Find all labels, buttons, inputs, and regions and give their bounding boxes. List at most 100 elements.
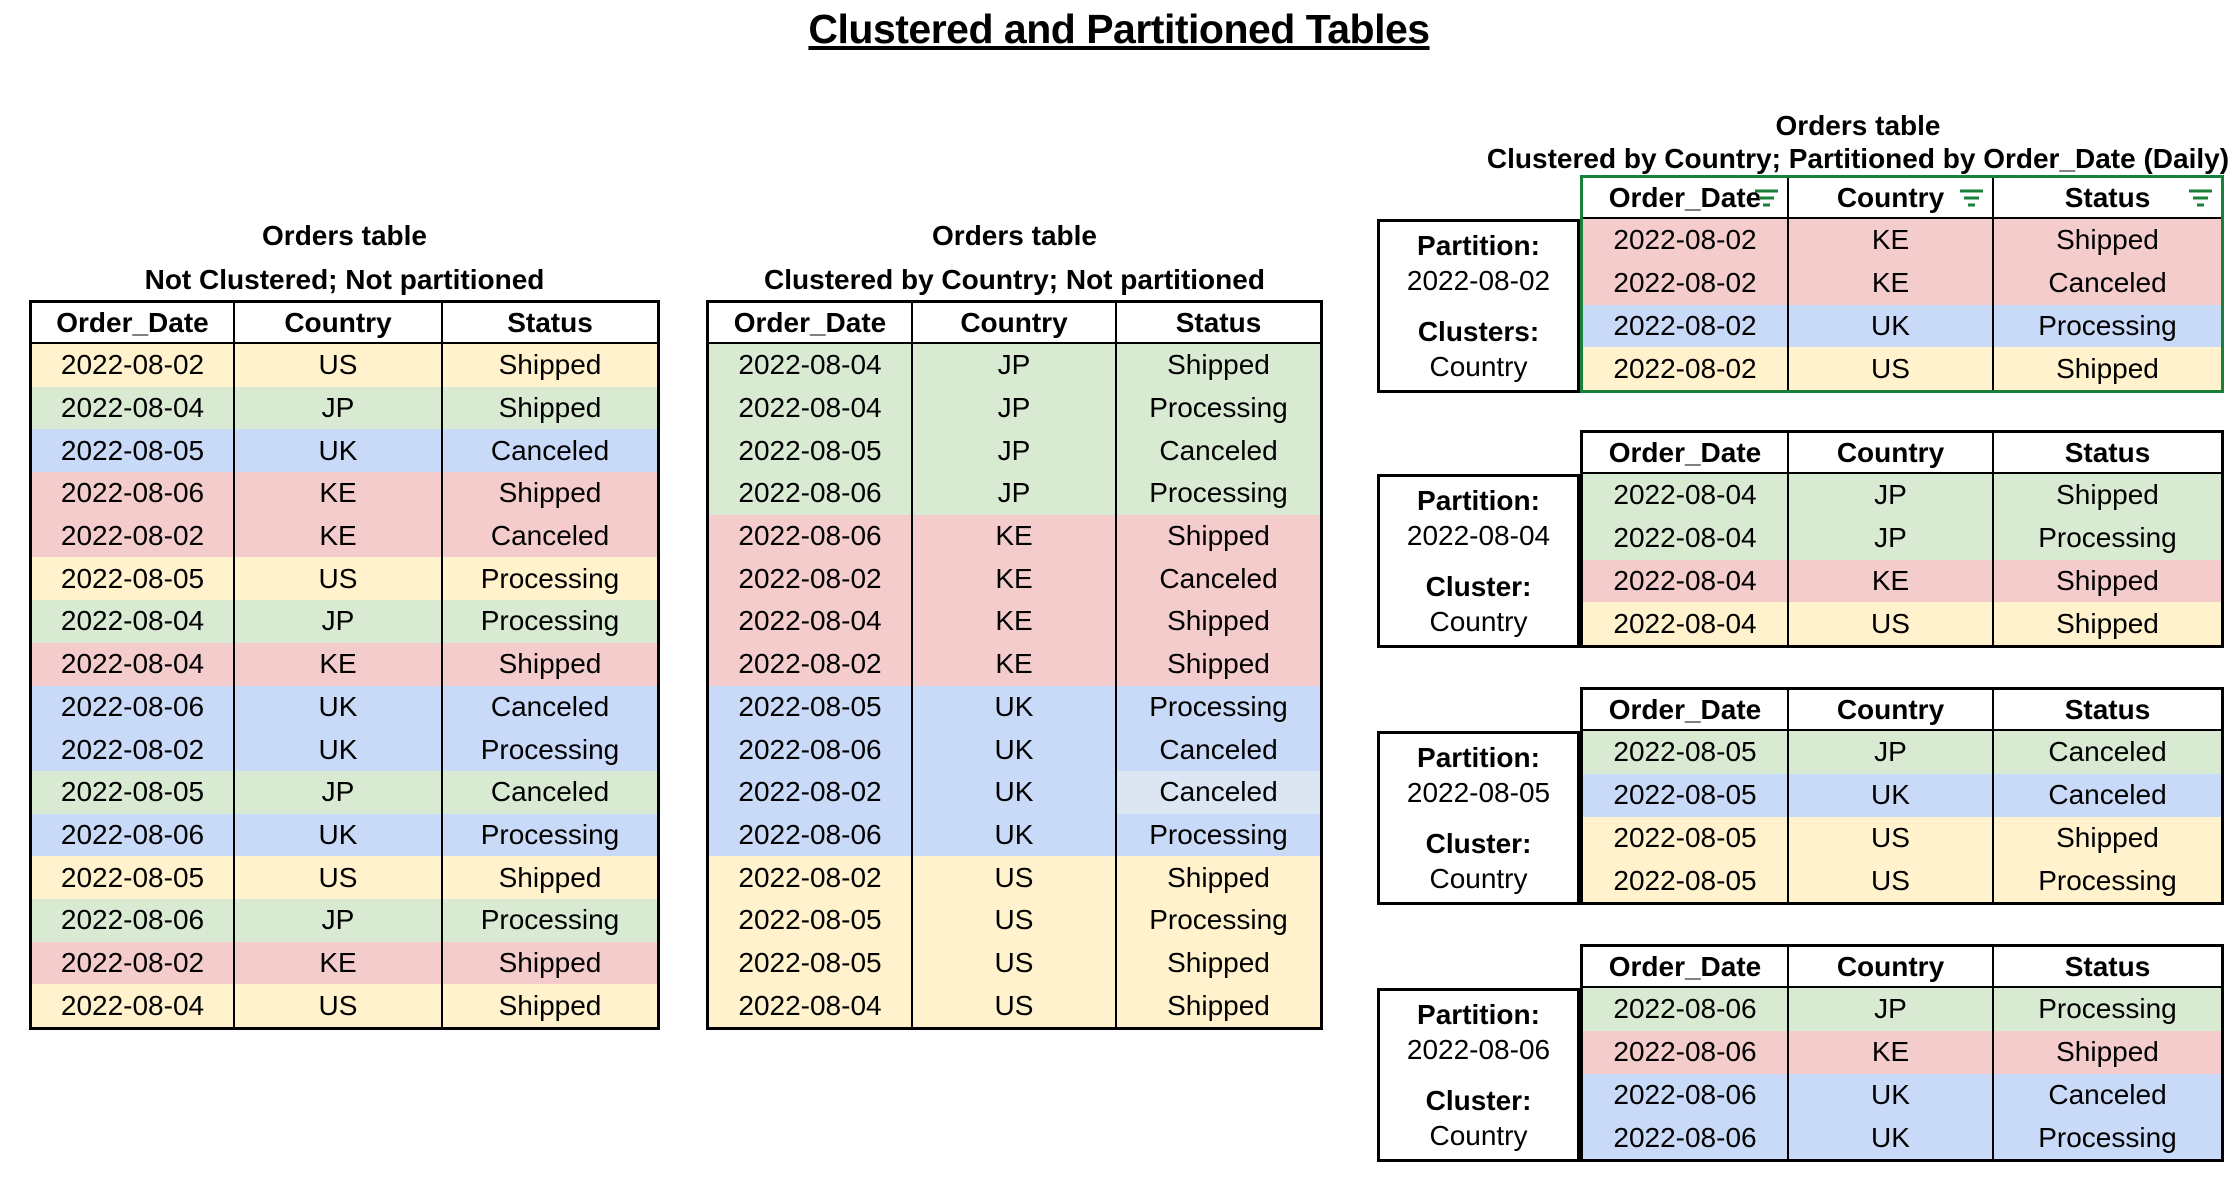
column-header-label: Order_Date bbox=[1608, 950, 1762, 982]
table-cell: 2022-08-06 bbox=[1583, 1030, 1787, 1074]
table-cell: Canceled bbox=[441, 685, 657, 729]
table-cell: US bbox=[911, 984, 1115, 1027]
table-cell: Shipped bbox=[441, 642, 657, 686]
table-cell: 2022-08-02 bbox=[1583, 347, 1787, 391]
partition-value: 2022-08-04 bbox=[1406, 520, 1551, 551]
table-cell: 2022-08-05 bbox=[32, 770, 233, 814]
table-cell: UK bbox=[911, 728, 1115, 771]
table-cell: Canceled bbox=[1992, 773, 2221, 817]
table-cell: Processing bbox=[1992, 304, 2221, 348]
filter-icon[interactable] bbox=[1755, 189, 1778, 206]
column-header-label: Country bbox=[1836, 181, 1945, 213]
table-cell: JP bbox=[911, 344, 1115, 387]
table-cell: Shipped bbox=[1115, 984, 1320, 1027]
filter-icon[interactable] bbox=[2189, 189, 2212, 206]
table-cell: 2022-08-05 bbox=[1583, 859, 1787, 903]
table-cell: JP bbox=[1787, 988, 1992, 1031]
column-header-label: Country bbox=[1836, 436, 1945, 468]
table-cell: 2022-08-02 bbox=[709, 642, 911, 686]
table-cell: Shipped bbox=[441, 344, 657, 387]
partition-info: Partition: 2022-08-02 bbox=[1382, 228, 1575, 298]
table-cell: 2022-08-04 bbox=[709, 600, 911, 643]
partition-label: Partition: bbox=[1417, 485, 1540, 516]
table-cell: KE bbox=[911, 514, 1115, 558]
cluster-value: Country bbox=[1429, 606, 1528, 637]
cluster-info: Clusters: Country bbox=[1382, 314, 1575, 384]
column-header: Status bbox=[1992, 947, 2221, 988]
orders-table-clustered: Order_Date Country Status 2022-08-04 JP Shipp… bbox=[706, 300, 1323, 1030]
table-cell: 2022-08-02 bbox=[32, 941, 233, 985]
table-cell: 2022-08-04 bbox=[709, 344, 911, 387]
table-cell: Shipped bbox=[1992, 602, 2221, 646]
table-cell: Processing bbox=[1992, 516, 2221, 560]
column-header: Country bbox=[1787, 433, 1992, 474]
table-cell: Canceled bbox=[1992, 261, 2221, 305]
table-cell: Shipped bbox=[1992, 347, 2221, 391]
table-cell: 2022-08-02 bbox=[1583, 304, 1787, 348]
table-cell: 2022-08-02 bbox=[32, 344, 233, 387]
table-cell: 2022-08-02 bbox=[1583, 261, 1787, 305]
column-header: Country bbox=[1787, 178, 1992, 219]
left-table-title: Orders table bbox=[262, 220, 427, 251]
table-cell: US bbox=[233, 557, 441, 601]
table-cell: Canceled bbox=[441, 770, 657, 814]
table-cell: Processing bbox=[1992, 1116, 2221, 1160]
filter-icon-bar bbox=[2193, 196, 2208, 199]
table-cell: Shipped bbox=[441, 941, 657, 985]
table-cell: Shipped bbox=[441, 472, 657, 515]
table-cell: 2022-08-06 bbox=[1583, 1073, 1787, 1117]
table-cell: JP bbox=[233, 898, 441, 942]
table-cell: UK bbox=[1787, 304, 1992, 348]
table-cell: US bbox=[1787, 602, 1992, 646]
column-header-label: Country bbox=[284, 306, 392, 338]
table-cell: 2022-08-05 bbox=[1583, 731, 1787, 774]
partition-label-box-2022-08-04: Partition: 2022-08-04 Cluster: Country bbox=[1377, 474, 1580, 648]
table-cell: 2022-08-05 bbox=[709, 898, 911, 942]
filter-icon-bar bbox=[1763, 203, 1770, 206]
column-header: Order_Date bbox=[1583, 947, 1787, 988]
column-header-label: Order_Date bbox=[1608, 693, 1762, 725]
filter-icon-bar bbox=[2197, 203, 2204, 206]
column-header-label: Order_Date bbox=[1608, 436, 1762, 468]
table-cell: 2022-08-06 bbox=[709, 813, 911, 857]
column-header: Status bbox=[441, 303, 657, 344]
column-header-label: Status bbox=[2064, 950, 2151, 982]
table-cell: 2022-08-02 bbox=[709, 770, 911, 814]
partition-label: Partition: bbox=[1417, 999, 1540, 1030]
table-cell: Canceled bbox=[1992, 1073, 2221, 1117]
partition-value: 2022-08-06 bbox=[1406, 1034, 1551, 1065]
table-cell: 2022-08-06 bbox=[1583, 988, 1787, 1031]
table-cell: 2022-08-04 bbox=[32, 386, 233, 430]
column-header: Status bbox=[1992, 433, 2221, 474]
table-cell: Shipped bbox=[1115, 856, 1320, 899]
table-cell: 2022-08-05 bbox=[32, 429, 233, 473]
orders-table-unclustered: Order_Date Country Status 2022-08-02 US Shipp… bbox=[29, 300, 660, 1030]
table-cell: UK bbox=[911, 770, 1115, 814]
filter-icon-bar bbox=[2189, 189, 2212, 192]
table-cell: Shipped bbox=[1115, 514, 1320, 558]
middle-table-subtitle: Clustered by Country; Not partitioned bbox=[764, 264, 1265, 295]
partition-label-box-2022-08-05: Partition: 2022-08-05 Cluster: Country bbox=[1377, 731, 1580, 905]
column-header: Order_Date bbox=[1583, 433, 1787, 474]
table-cell: 2022-08-05 bbox=[709, 429, 911, 473]
table-cell: 2022-08-02 bbox=[32, 514, 233, 558]
table-cell: Shipped bbox=[441, 984, 657, 1027]
table-cell: Canceled bbox=[1115, 770, 1320, 814]
table-cell: JP bbox=[911, 429, 1115, 473]
table-cell: KE bbox=[1787, 261, 1992, 305]
table-cell: Processing bbox=[1992, 988, 2221, 1031]
column-header-label: Order_Date bbox=[56, 306, 209, 338]
table-cell: Processing bbox=[1115, 813, 1320, 857]
column-header: Status bbox=[1992, 690, 2221, 731]
filter-icon[interactable] bbox=[1960, 189, 1983, 206]
column-header-label: Order_Date bbox=[733, 306, 887, 338]
column-header: Status bbox=[1115, 303, 1320, 344]
table-cell: KE bbox=[911, 600, 1115, 643]
partition-label: Partition: bbox=[1417, 742, 1540, 773]
table-cell: Canceled bbox=[1992, 731, 2221, 774]
table-cell: Canceled bbox=[441, 514, 657, 558]
table-cell: 2022-08-02 bbox=[709, 557, 911, 601]
table-cell: 2022-08-04 bbox=[1583, 602, 1787, 646]
middle-table-title: Orders table bbox=[932, 220, 1097, 251]
table-cell: US bbox=[233, 856, 441, 899]
